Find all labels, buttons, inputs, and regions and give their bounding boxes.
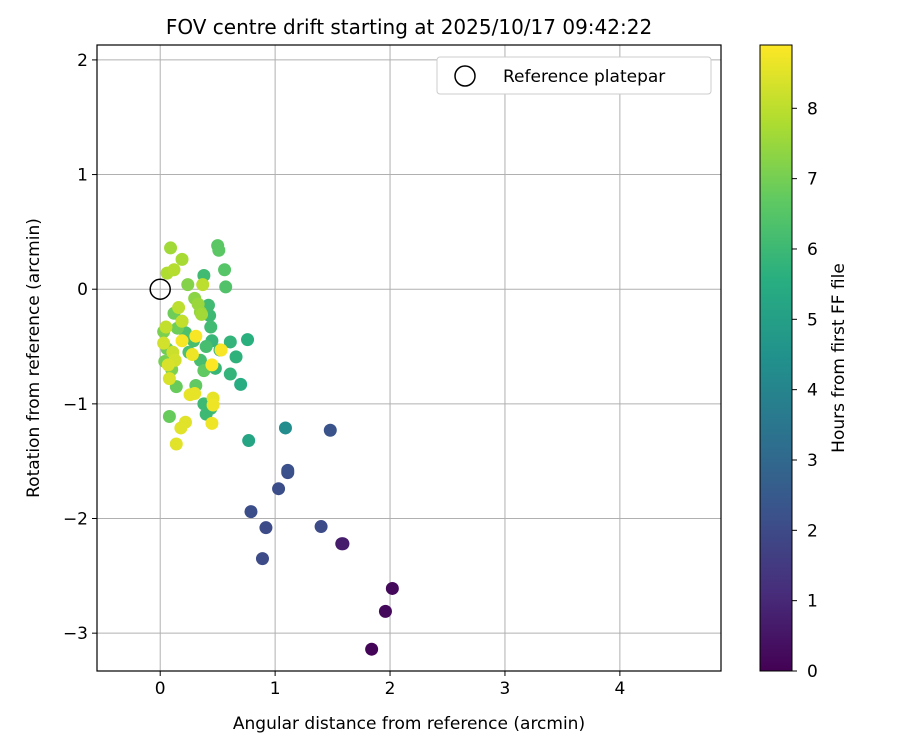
colorbar-tick-label: 6 xyxy=(807,240,818,260)
colorbar-label: Hours from first FF file xyxy=(829,263,849,453)
data-point xyxy=(378,604,392,618)
data-point xyxy=(189,329,203,343)
x-tick-label: 3 xyxy=(500,679,511,699)
data-point xyxy=(385,581,399,595)
data-point xyxy=(223,335,237,349)
colorbar xyxy=(759,44,793,672)
colorbar-tick-label: 2 xyxy=(807,521,818,541)
plot-frame xyxy=(96,44,722,672)
x-tick-label: 0 xyxy=(155,679,166,699)
data-point xyxy=(214,343,228,357)
data-point xyxy=(365,642,379,656)
chart-title: FOV centre drift starting at 2025/10/17 … xyxy=(166,15,652,39)
data-point xyxy=(172,301,186,315)
data-point xyxy=(229,350,243,364)
x-tick-label: 4 xyxy=(614,679,625,699)
y-tick-label: 2 xyxy=(77,51,88,71)
data-point xyxy=(205,416,219,430)
x-tick-label: 2 xyxy=(385,679,396,699)
y-tick-label: −2 xyxy=(63,510,88,530)
data-point xyxy=(241,333,255,347)
legend-marker-open-circle xyxy=(454,65,476,87)
data-point xyxy=(212,243,226,257)
colorbar-tick-label: 3 xyxy=(807,451,818,471)
colorbar-tick-label: 8 xyxy=(807,99,818,119)
data-point xyxy=(167,263,181,277)
data-point xyxy=(178,415,192,429)
data-point xyxy=(159,320,173,334)
data-point xyxy=(336,537,350,551)
data-point xyxy=(218,263,232,277)
data-point xyxy=(281,463,295,477)
x-axis-ticks: 0 1 2 3 4 xyxy=(155,671,625,699)
colorbar-tick-label: 7 xyxy=(807,170,818,190)
data-points xyxy=(157,239,399,656)
legend-box xyxy=(436,56,712,95)
data-point xyxy=(206,398,220,412)
grid-lines xyxy=(97,45,721,671)
colorbar-ticks: 0 1 2 3 4 5 6 7 8 xyxy=(792,99,818,682)
data-point xyxy=(204,320,218,334)
data-point xyxy=(196,278,210,292)
data-point xyxy=(323,423,337,437)
reference-platepar-marker xyxy=(149,278,171,300)
data-point xyxy=(242,434,256,448)
data-point xyxy=(205,358,219,372)
y-tick-label: 1 xyxy=(77,166,88,186)
data-point xyxy=(223,367,237,381)
data-point xyxy=(157,336,171,350)
data-point xyxy=(162,372,176,386)
data-point xyxy=(185,348,199,362)
colorbar-tick-label: 0 xyxy=(807,662,818,682)
y-axis-ticks: −3 −2 −1 0 1 2 xyxy=(63,51,97,644)
data-point xyxy=(314,520,328,534)
x-tick-label: 1 xyxy=(270,679,281,699)
x-axis-label: Angular distance from reference (arcmin) xyxy=(233,714,585,734)
data-point xyxy=(278,421,292,435)
colorbar-tick-label: 4 xyxy=(807,381,818,401)
y-tick-label: −1 xyxy=(63,395,88,415)
data-point xyxy=(169,437,183,451)
data-point xyxy=(181,278,195,292)
y-tick-label: 0 xyxy=(77,280,88,300)
data-point xyxy=(272,482,286,496)
data-point xyxy=(255,552,269,566)
data-point xyxy=(175,334,189,348)
data-point xyxy=(183,388,197,402)
y-axis-label: Rotation from reference (arcmin) xyxy=(24,218,44,498)
data-point xyxy=(199,340,213,354)
data-point xyxy=(259,521,273,535)
data-point xyxy=(195,307,209,321)
colorbar-tick-label: 1 xyxy=(807,592,818,612)
colorbar-tick-label: 5 xyxy=(807,310,818,330)
data-point xyxy=(162,409,176,423)
data-point xyxy=(175,252,189,266)
data-point xyxy=(175,314,189,328)
data-point xyxy=(164,241,178,255)
reference-marker xyxy=(149,278,171,300)
data-point xyxy=(219,280,233,294)
y-tick-label: −3 xyxy=(63,624,88,644)
legend-label: Reference platepar xyxy=(503,67,665,87)
data-point xyxy=(234,377,248,391)
data-point xyxy=(161,358,175,372)
legend: Reference platepar xyxy=(436,56,712,95)
data-point xyxy=(244,505,258,519)
data-point xyxy=(191,297,205,311)
